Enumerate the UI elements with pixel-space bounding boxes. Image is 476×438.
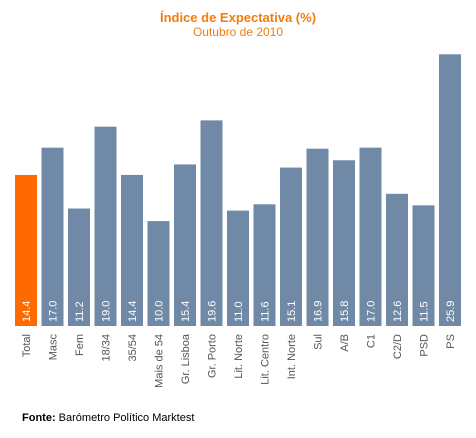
category-label-1: Masc [48, 334, 60, 361]
bar-13 [359, 147, 382, 326]
source-note: Fonte: Barómetro Político Marktest [22, 412, 194, 424]
category-label-7: Gr. Porto [207, 334, 219, 378]
bar-value-label-14: 12.6 [392, 301, 404, 322]
bar-value-label-11: 16.9 [313, 301, 325, 322]
category-label-5: Mais de 54 [154, 334, 166, 388]
bar-value-label-9: 11.6 [260, 301, 272, 322]
category-label-15: PSD [419, 334, 431, 357]
bar-value-label-12: 15.8 [339, 301, 351, 322]
category-label-0: Total [21, 334, 33, 357]
bar-7 [200, 120, 223, 326]
category-label-9: Lit. Centro [260, 334, 272, 385]
bar-value-label-13: 17.0 [366, 301, 378, 322]
bar-11 [306, 148, 329, 326]
bar-value-label-6: 15.4 [180, 301, 192, 322]
source-text: Barómetro Político Marktest [55, 412, 195, 424]
bar-value-label-10: 15.1 [286, 301, 298, 322]
bar-12 [333, 160, 355, 326]
category-label-2: Fem [74, 334, 86, 356]
bar-1 [41, 147, 64, 326]
bar-3 [94, 126, 117, 326]
bar-value-label-2: 11.2 [74, 301, 86, 322]
bar-15 [412, 205, 435, 326]
bar-4 [121, 174, 143, 326]
chart-subtitle: Outubro de 2010 [192, 25, 284, 39]
bar-value-label-3: 19.0 [101, 301, 113, 322]
bar-value-label-5: 10.0 [154, 301, 166, 322]
bar-8 [227, 210, 249, 326]
category-label-4: 35/54 [127, 334, 139, 362]
bar-16 [439, 54, 461, 326]
bar-10 [280, 167, 302, 326]
bar-2 [68, 208, 90, 326]
source-label: Fonte: [22, 412, 56, 424]
category-label-16: PS [445, 334, 457, 349]
bar-5 [147, 221, 170, 326]
bar-value-label-16: 25.9 [445, 301, 457, 322]
bar-value-label-15: 11.5 [419, 301, 431, 322]
bar-0 [15, 174, 37, 326]
bar-6 [174, 164, 196, 326]
category-label-6: Gr. Lisboa [180, 333, 192, 384]
bar-value-label-4: 14.4 [127, 301, 139, 322]
bar-value-label-1: 17.0 [48, 301, 60, 322]
bar-value-label-7: 19.6 [207, 301, 219, 322]
bar-value-label-8: 11.0 [233, 301, 245, 322]
category-label-8: Lit. Norte [233, 334, 245, 379]
category-label-14: C2/D [392, 334, 404, 359]
category-label-10: Int. Norte [286, 334, 298, 379]
category-label-11: Sul [313, 334, 325, 350]
bar-14 [386, 193, 408, 326]
bar-value-label-0: 14.4 [21, 301, 33, 322]
category-label-12: A/B [339, 334, 351, 352]
category-label-13: C1 [366, 334, 378, 348]
chart-title: Índice de Expectativa (%) [159, 10, 317, 25]
category-label-3: 18/34 [101, 334, 113, 362]
bar-9 [253, 204, 276, 326]
